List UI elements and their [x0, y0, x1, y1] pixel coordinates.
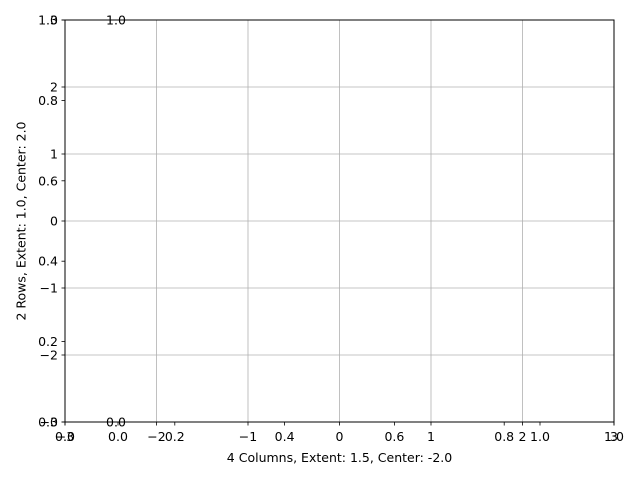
y-tick-label: 0: [50, 214, 58, 229]
y-tick-label: −3: [40, 415, 58, 430]
x-tick-label: −2: [147, 429, 165, 444]
x-tick-label: −1: [239, 429, 257, 444]
x-tick-label-secondary: 0.8: [494, 429, 514, 444]
x-axis-label: 4 Columns, Extent: 1.5, Center: -2.0: [226, 450, 453, 465]
y-tick-label: −2: [40, 348, 58, 363]
x-tick-label-inset: 1.0: [530, 429, 550, 444]
x-tick-label: 2: [519, 429, 527, 444]
x-tick-label: 1: [427, 429, 435, 444]
y-tick-label: 3: [50, 13, 58, 28]
x-tick-label-secondary: 0.4: [275, 429, 295, 444]
y-tick-label-secondary: 0.2: [38, 334, 58, 349]
x-tick-label-secondary: 0.2: [165, 429, 185, 444]
tick-labels: −3 −2 −1 0 1 2 3 −3 −2 −1 0 1 2 3 0.0 0.2 0.4 0.6 0.8 1.0 0.…: [38, 13, 624, 445]
x-tick-label: 0: [336, 429, 344, 444]
y-axis-label: 2 Rows, Extent: 1.0, Center: 2.0: [13, 121, 29, 321]
x-tick-label: 3: [610, 429, 618, 444]
y-tick-label-inset: 0.0: [106, 415, 126, 430]
y-tick-label-inset: 1.0: [106, 13, 126, 28]
y-tick-label: 1: [50, 147, 58, 162]
x-tick-label: −3: [56, 429, 74, 444]
y-tick-label-secondary: 0.6: [38, 173, 58, 188]
gridlines: [64, 19, 615, 423]
y-tick-label-secondary: 1.0: [38, 13, 58, 28]
y-tick-label-secondary: 0.4: [38, 254, 58, 269]
y-tick-label: 2: [50, 80, 58, 95]
y-tick-label: −1: [40, 281, 58, 296]
x-tick-label-secondary: 0.0: [55, 429, 75, 444]
x-tick-label-secondary: 0.6: [384, 429, 404, 444]
x-tick-label-inset: 0.0: [108, 429, 128, 444]
ticks: [61, 19, 615, 426]
y-tick-label-secondary: 0.8: [38, 93, 58, 108]
y-tick-label-secondary: 0.0: [38, 415, 58, 430]
x-tick-label-secondary: 1.0: [604, 429, 624, 444]
